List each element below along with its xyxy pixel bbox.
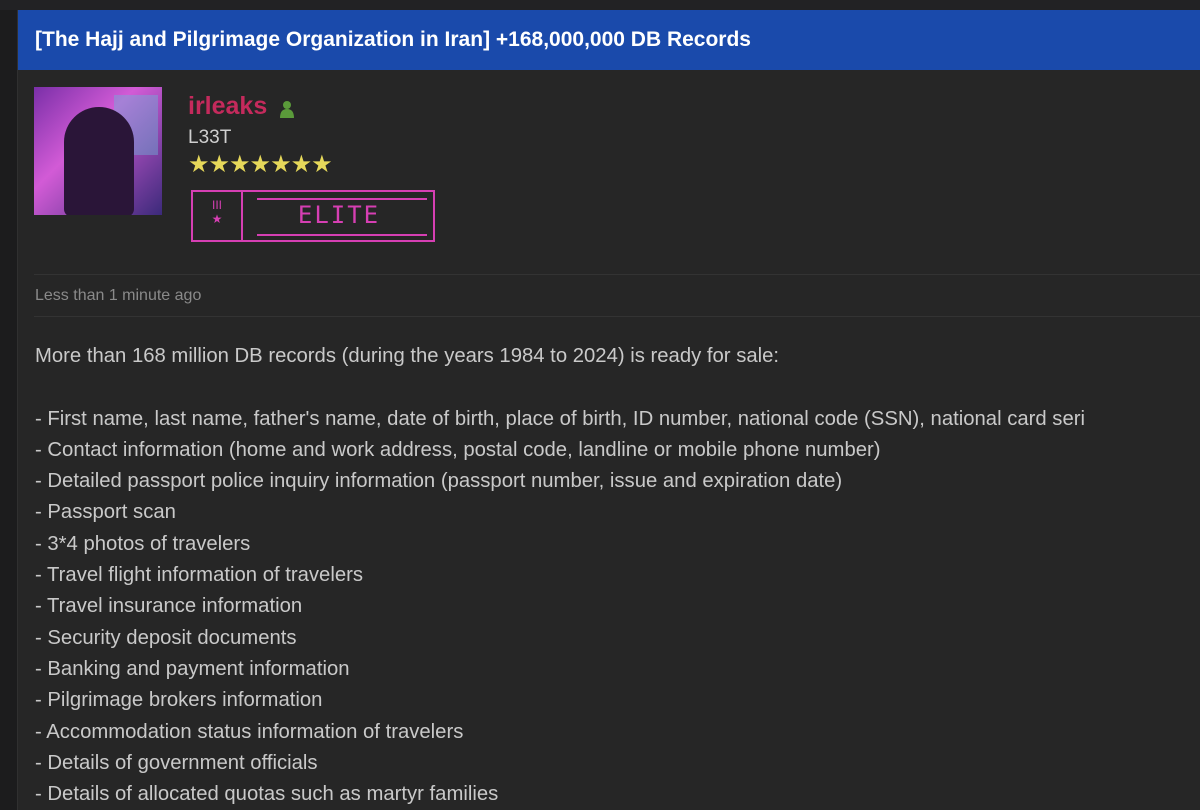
elite-badge: III ★ ELITE xyxy=(191,190,435,242)
avatar-hooded-figure xyxy=(64,107,134,215)
list-item: - Detailed passport police inquiry infor… xyxy=(35,470,843,493)
list-item: - Contact information (home and work add… xyxy=(35,438,881,461)
list-item: - Accommodation status information of tr… xyxy=(35,720,464,743)
list-item: - Details of government officials xyxy=(35,751,318,774)
list-item: - Details of allocated quotas such as ma… xyxy=(35,783,499,806)
badge-label: ELITE xyxy=(297,201,381,229)
thread-title: [The Hajj and Pilgrimage Organization in… xyxy=(18,10,1200,70)
list-item: - First name, last name, father's name, … xyxy=(35,407,1085,430)
user-rank: L33T xyxy=(188,127,232,148)
rating-stars: ★★★★★★★ xyxy=(188,151,333,178)
avatar[interactable] xyxy=(34,87,162,215)
list-item: - Security deposit documents xyxy=(35,626,297,649)
thread-panel: [The Hajj and Pilgrimage Organization in… xyxy=(17,10,1200,810)
list-item: - Passport scan xyxy=(35,501,176,524)
badge-lines xyxy=(257,198,427,236)
post-intro: More than 168 million DB records (during… xyxy=(35,345,780,367)
list-item: - 3*4 photos of travelers xyxy=(35,532,251,555)
blank-line xyxy=(35,372,1200,403)
post-body: More than 168 million DB records (during… xyxy=(35,341,1200,810)
list-item: - Travel flight information of travelers xyxy=(35,564,364,587)
browser-top-edge xyxy=(0,0,1200,10)
list-item: - Banking and payment information xyxy=(35,657,350,680)
post-timestamp[interactable]: Less than 1 minute ago xyxy=(35,287,202,304)
list-item: - Pilgrimage brokers information xyxy=(35,689,323,712)
divider xyxy=(34,316,1200,317)
list-item: - Travel insurance information xyxy=(35,595,303,618)
divider xyxy=(34,274,1200,275)
medal-icon: III ★ xyxy=(193,192,243,240)
username-link[interactable]: irleaks xyxy=(188,92,268,120)
user-online-icon xyxy=(280,101,294,118)
